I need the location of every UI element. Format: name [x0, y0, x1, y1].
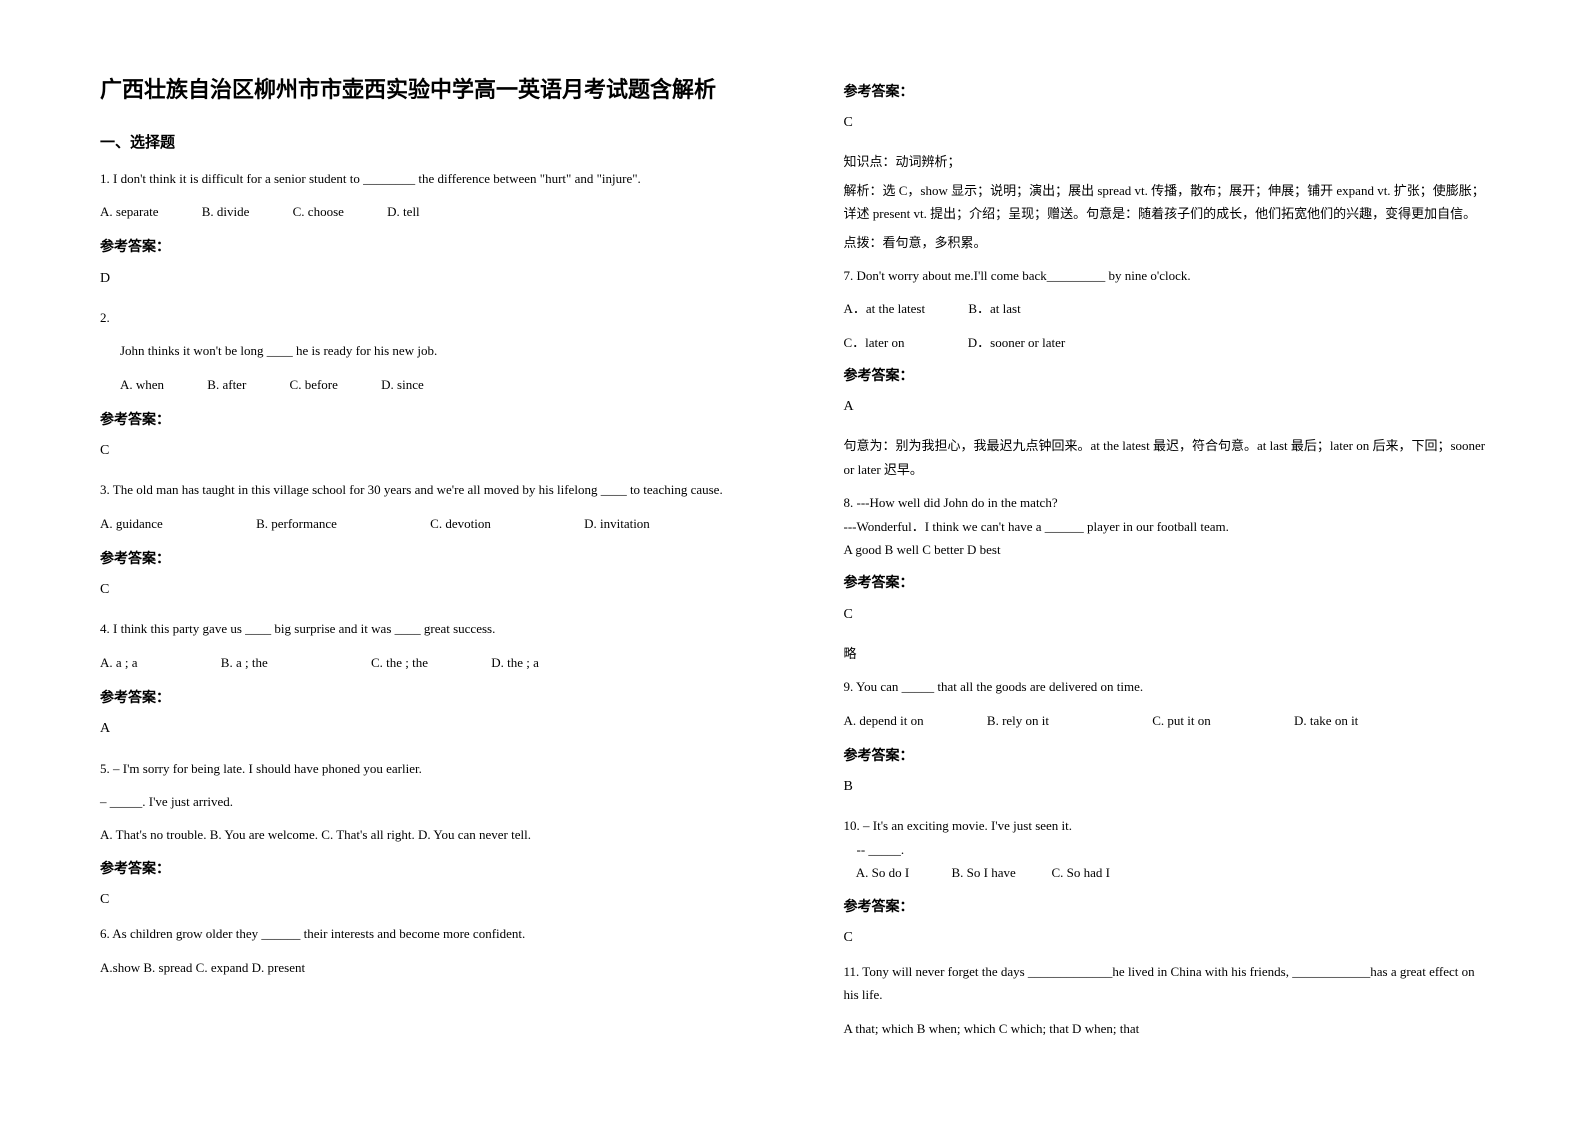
section-header: 一、选择题: [100, 130, 744, 157]
question-5-line2: – _____. I've just arrived.: [100, 790, 744, 813]
question-2: John thinks it won't be long ____ he is …: [120, 339, 744, 362]
answer-5: C: [100, 887, 744, 912]
option-c: C. the ; the: [371, 651, 428, 674]
option-c: C．later on: [844, 331, 905, 354]
answer-label: 参考答案：: [100, 857, 744, 882]
option-a: A. a ; a: [100, 651, 138, 674]
answer-8: C: [844, 602, 1488, 627]
question-2-num: 2.: [100, 306, 744, 329]
question-11-options: A that; which B when; which C which; tha…: [844, 1017, 1488, 1040]
question-6: 6. As children grow older they ______ th…: [100, 922, 744, 945]
question-2-options: A. when B. after C. before D. since: [120, 373, 744, 396]
answer-2: C: [100, 438, 744, 463]
question-7: 7. Don't worry about me.I'll come back__…: [844, 264, 1488, 287]
option-a: A. depend it on: [844, 709, 924, 732]
answer-label: 参考答案：: [100, 235, 744, 260]
left-column: 广西壮族自治区柳州市市壶西实验中学高一英语月考试题含解析 一、选择题 1. I …: [0, 0, 794, 1122]
explanation-6-1: 知识点：动词辨析；: [844, 150, 1488, 173]
option-d: D. invitation: [584, 512, 650, 535]
question-4: 4. I think this party gave us ____ big s…: [100, 617, 744, 640]
option-a: A. guidance: [100, 512, 163, 535]
option-a: A. separate: [100, 200, 158, 223]
question-5-line1: 5. – I'm sorry for being late. I should …: [100, 757, 744, 780]
answer-label: 参考答案：: [100, 408, 744, 433]
question-4-options: A. a ; a B. a ; the C. the ; the D. the …: [100, 651, 744, 674]
option-d: D．sooner or later: [968, 331, 1065, 354]
answer-label: 参考答案：: [844, 895, 1488, 920]
answer-label: 参考答案：: [844, 744, 1488, 769]
question-8-line2: ---Wonderful．I think we can't have a ___…: [844, 515, 1488, 538]
option-c: C. devotion: [430, 512, 491, 535]
question-9-options: A. depend it on B. rely on it C. put it …: [844, 709, 1488, 732]
answer-label: 参考答案：: [100, 686, 744, 711]
explanation-8: 略: [844, 642, 1488, 665]
answer-7: A: [844, 394, 1488, 419]
option-b: B. rely on it: [987, 709, 1049, 732]
question-10-options: A. So do I B. So I have C. So had I: [844, 861, 1488, 884]
question-10-line2: -- _____.: [844, 838, 1488, 861]
answer-6: C: [844, 110, 1488, 135]
answer-label: 参考答案：: [844, 571, 1488, 596]
question-9: 9. You can _____ that all the goods are …: [844, 675, 1488, 698]
answer-1: D: [100, 266, 744, 291]
answer-10: C: [844, 925, 1488, 950]
answer-4: A: [100, 716, 744, 741]
question-5-options: A. That's no trouble. B. You are welcome…: [100, 823, 744, 846]
question-1-options: A. separate B. divide C. choose D. tell: [100, 200, 744, 223]
option-a: A．at the latest: [844, 297, 926, 320]
question-8-options: A good B well C better D best: [844, 538, 1488, 561]
question-11: 11. Tony will never forget the days ____…: [844, 960, 1488, 1007]
question-3-options: A. guidance B. performance C. devotion D…: [100, 512, 744, 535]
option-a: A. when: [120, 373, 164, 396]
option-d: D. the ; a: [491, 651, 539, 674]
answer-9: B: [844, 774, 1488, 799]
option-b: B. performance: [256, 512, 337, 535]
document-page: 广西壮族自治区柳州市市壶西实验中学高一英语月考试题含解析 一、选择题 1. I …: [0, 0, 1587, 1122]
option-b: B. divide: [202, 200, 250, 223]
explanation-6-3: 点拨：看句意，多积累。: [844, 231, 1488, 254]
explanation-6-2: 解析：选 C，show 显示；说明；演出；展出 spread vt. 传播，散布…: [844, 179, 1488, 226]
option-d: D. since: [381, 373, 424, 396]
option-c: C. put it on: [1152, 709, 1211, 732]
question-6-options: A.show B. spread C. expand D. present: [100, 956, 744, 979]
option-b: B. a ; the: [221, 651, 268, 674]
question-8-line1: 8. ---How well did John do in the match?: [844, 491, 1488, 514]
answer-label: 参考答案：: [100, 547, 744, 572]
question-7-options-row1: A．at the latest B．at last: [844, 297, 1488, 320]
option-d: D. take on it: [1294, 709, 1358, 732]
option-b: B. after: [207, 373, 246, 396]
answer-label: 参考答案：: [844, 80, 1488, 105]
option-b: B．at last: [968, 297, 1020, 320]
explanation-7: 句意为：别为我担心，我最迟九点钟回来。at the latest 最迟，符合句意…: [844, 434, 1488, 481]
question-10-line1: 10. – It's an exciting movie. I've just …: [844, 814, 1488, 837]
question-1: 1. I don't think it is difficult for a s…: [100, 167, 744, 190]
document-title: 广西壮族自治区柳州市市壶西实验中学高一英语月考试题含解析: [100, 70, 744, 110]
answer-3: C: [100, 577, 744, 602]
option-c: C. before: [290, 373, 338, 396]
answer-label: 参考答案：: [844, 364, 1488, 389]
question-3: 3. The old man has taught in this villag…: [100, 478, 744, 501]
option-c: C. choose: [293, 200, 344, 223]
right-column: 参考答案： C 知识点：动词辨析； 解析：选 C，show 显示；说明；演出；展…: [794, 0, 1587, 1122]
option-d: D. tell: [387, 200, 420, 223]
question-7-options-row2: C．later on D．sooner or later: [844, 331, 1488, 354]
